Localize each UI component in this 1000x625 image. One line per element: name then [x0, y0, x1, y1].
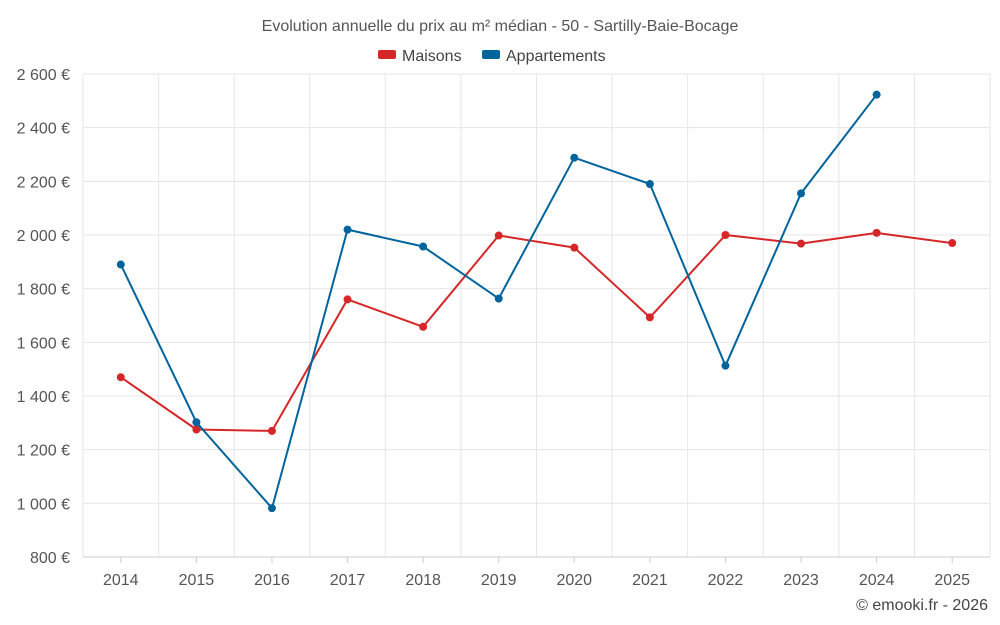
data-point-maisons[interactable] [570, 243, 579, 252]
y-tick-label: 2 600 € [17, 67, 70, 84]
x-tick-label: 2023 [783, 572, 819, 589]
x-tick-label: 2019 [481, 572, 517, 589]
y-tick-label: 1 200 € [17, 443, 70, 460]
data-point-appartements[interactable] [267, 504, 276, 513]
data-point-maisons[interactable] [645, 313, 654, 322]
y-tick-label: 1 400 € [17, 389, 70, 406]
y-tick-label: 2 000 € [17, 228, 70, 245]
chart-title: Evolution annuelle du prix au m² médian … [262, 18, 739, 35]
legend-item-maisons[interactable]: Maisons [378, 48, 462, 65]
x-tick-label: 2020 [556, 572, 592, 589]
x-tick-label: 2014 [103, 572, 139, 589]
legend-label-appartements: Appartements [506, 48, 606, 65]
y-tick-label: 2 400 € [17, 121, 70, 138]
y-tick-label: 1 600 € [17, 335, 70, 352]
legend: Maisons Appartements [378, 48, 606, 65]
data-point-maisons[interactable] [872, 228, 881, 237]
data-point-maisons[interactable] [343, 295, 352, 304]
data-point-maisons[interactable] [116, 373, 125, 382]
y-tick-label: 800 € [30, 550, 70, 567]
data-point-appartements[interactable] [192, 418, 201, 427]
y-tick-label: 2 200 € [17, 174, 70, 191]
data-point-maisons[interactable] [797, 239, 806, 248]
legend-label-maisons: Maisons [402, 48, 462, 65]
x-tick-label: 2021 [632, 572, 668, 589]
x-tick-label: 2024 [859, 572, 895, 589]
x-tick-label: 2016 [254, 572, 290, 589]
data-point-appartements[interactable] [797, 189, 806, 198]
x-tick-label: 2017 [330, 572, 366, 589]
credit-text: © emooki.fr - 2026 [856, 597, 988, 614]
data-point-maisons[interactable] [948, 239, 957, 248]
x-tick-label: 2018 [405, 572, 441, 589]
data-point-appartements[interactable] [116, 260, 125, 269]
data-point-maisons[interactable] [494, 231, 503, 240]
data-point-maisons[interactable] [192, 425, 201, 434]
grid [82, 73, 991, 557]
data-point-appartements[interactable] [721, 361, 730, 370]
legend-swatch-maisons [378, 50, 396, 59]
y-tick-label: 1 800 € [17, 282, 70, 299]
series-appartements [116, 90, 881, 513]
series [116, 90, 957, 513]
data-point-appartements[interactable] [872, 90, 881, 99]
x-tick-label: 2015 [179, 572, 215, 589]
x-tick-label: 2022 [708, 572, 744, 589]
data-point-maisons[interactable] [721, 231, 730, 239]
series-maisons [116, 228, 957, 435]
data-point-appartements[interactable] [494, 294, 503, 303]
data-point-appartements[interactable] [570, 153, 579, 162]
axes: 800 € 1 000 € 1 200 € 1 400 € 1 600 € 1 800 €… [17, 67, 990, 589]
series-line-maisons [120, 231, 953, 432]
x-tick-label: 2025 [934, 572, 970, 589]
legend-swatch-appartements [482, 50, 500, 59]
y-tick-label: 1 000 € [17, 496, 70, 513]
legend-item-appartements[interactable]: Appartements [482, 48, 606, 65]
data-point-appartements[interactable] [645, 180, 654, 189]
data-point-maisons[interactable] [419, 322, 428, 331]
data-point-appartements[interactable] [343, 225, 352, 234]
data-point-appartements[interactable] [419, 242, 428, 251]
data-point-maisons[interactable] [267, 426, 276, 435]
